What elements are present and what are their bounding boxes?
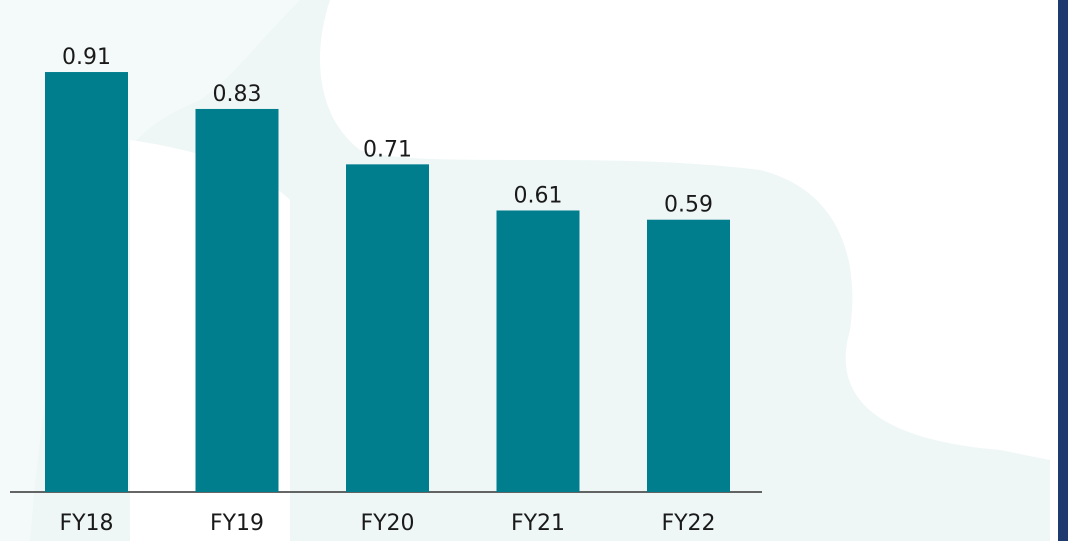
bar bbox=[647, 219, 730, 492]
value-label: 0.71 bbox=[363, 137, 412, 162]
x-tick-label: FY22 bbox=[661, 511, 715, 536]
value-label: 0.91 bbox=[62, 45, 111, 70]
side-bar bbox=[1058, 0, 1068, 541]
x-tick-label: FY21 bbox=[511, 511, 565, 536]
bar bbox=[496, 210, 580, 493]
x-tick-label: FY20 bbox=[360, 511, 414, 536]
x-tick-label: FY18 bbox=[59, 511, 113, 536]
value-label: 0.61 bbox=[514, 183, 563, 208]
value-label: 0.83 bbox=[213, 82, 262, 107]
bar bbox=[195, 108, 279, 492]
value-label: 0.59 bbox=[664, 193, 713, 218]
x-tick-label: FY19 bbox=[210, 511, 264, 536]
bar bbox=[346, 164, 429, 492]
bar bbox=[45, 72, 128, 492]
